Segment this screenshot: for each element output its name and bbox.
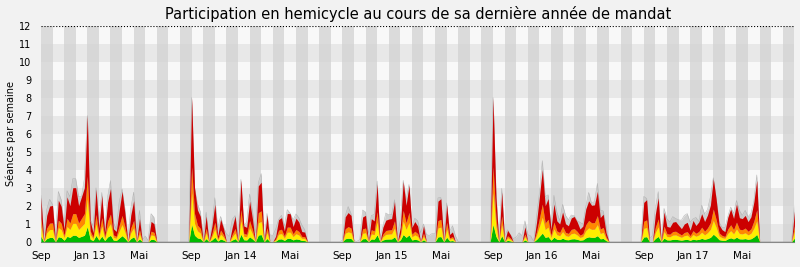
Bar: [41, 152, 794, 170]
Bar: [41, 26, 53, 242]
Bar: [760, 26, 771, 242]
Bar: [41, 188, 794, 206]
Bar: [203, 26, 215, 242]
Bar: [342, 26, 354, 242]
Bar: [110, 26, 122, 242]
Bar: [41, 61, 794, 80]
Bar: [64, 26, 76, 242]
Bar: [667, 26, 678, 242]
Bar: [435, 26, 446, 242]
Bar: [250, 26, 261, 242]
Bar: [574, 26, 586, 242]
Bar: [505, 26, 516, 242]
Bar: [41, 224, 794, 242]
Bar: [714, 26, 725, 242]
Bar: [41, 134, 794, 152]
Bar: [644, 26, 655, 242]
Bar: [273, 26, 284, 242]
Bar: [389, 26, 400, 242]
Bar: [528, 26, 539, 242]
Bar: [783, 26, 794, 242]
Bar: [180, 26, 192, 242]
Y-axis label: Séances par semaine: Séances par semaine: [6, 81, 16, 186]
Bar: [621, 26, 632, 242]
Bar: [296, 26, 307, 242]
Bar: [157, 26, 169, 242]
Bar: [41, 44, 794, 61]
Bar: [319, 26, 330, 242]
Bar: [482, 26, 493, 242]
Bar: [87, 26, 99, 242]
Bar: [458, 26, 470, 242]
Bar: [737, 26, 748, 242]
Bar: [598, 26, 609, 242]
Bar: [41, 80, 794, 97]
Bar: [366, 26, 377, 242]
Bar: [226, 26, 238, 242]
Bar: [41, 26, 794, 44]
Bar: [690, 26, 702, 242]
Bar: [41, 170, 794, 188]
Bar: [412, 26, 423, 242]
Title: Participation en hemicycle au cours de sa dernière année de mandat: Participation en hemicycle au cours de s…: [165, 6, 671, 22]
Bar: [551, 26, 562, 242]
Bar: [41, 206, 794, 224]
Bar: [134, 26, 146, 242]
Bar: [41, 116, 794, 134]
Bar: [41, 97, 794, 116]
